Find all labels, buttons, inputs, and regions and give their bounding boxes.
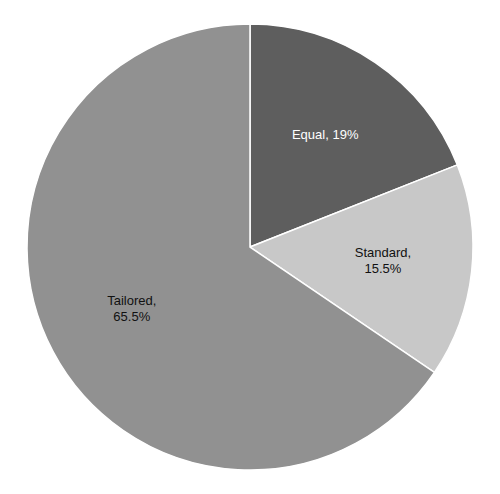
data-label: Standard,15.5% [355,245,411,276]
data-label-line: Standard, [355,245,411,260]
chart: Equal, 19% Standard,15.5% Tailored,65.5% [0,0,500,494]
pie-slice [27,24,434,470]
data-label: Tailored,65.5% [107,293,156,324]
data-label-line: Equal, 19% [292,128,359,143]
pie: Equal, 19% Standard,15.5% Tailored,65.5% [27,24,473,470]
data-label-line: 15.5% [365,261,402,276]
data-label-line: Tailored, [107,293,156,308]
data-label-line: 65.5% [113,309,150,324]
data-label: Equal, 19% [292,128,359,143]
data-labels: Equal, 19% Standard,15.5% Tailored,65.5% [107,128,411,324]
slices [27,24,473,470]
